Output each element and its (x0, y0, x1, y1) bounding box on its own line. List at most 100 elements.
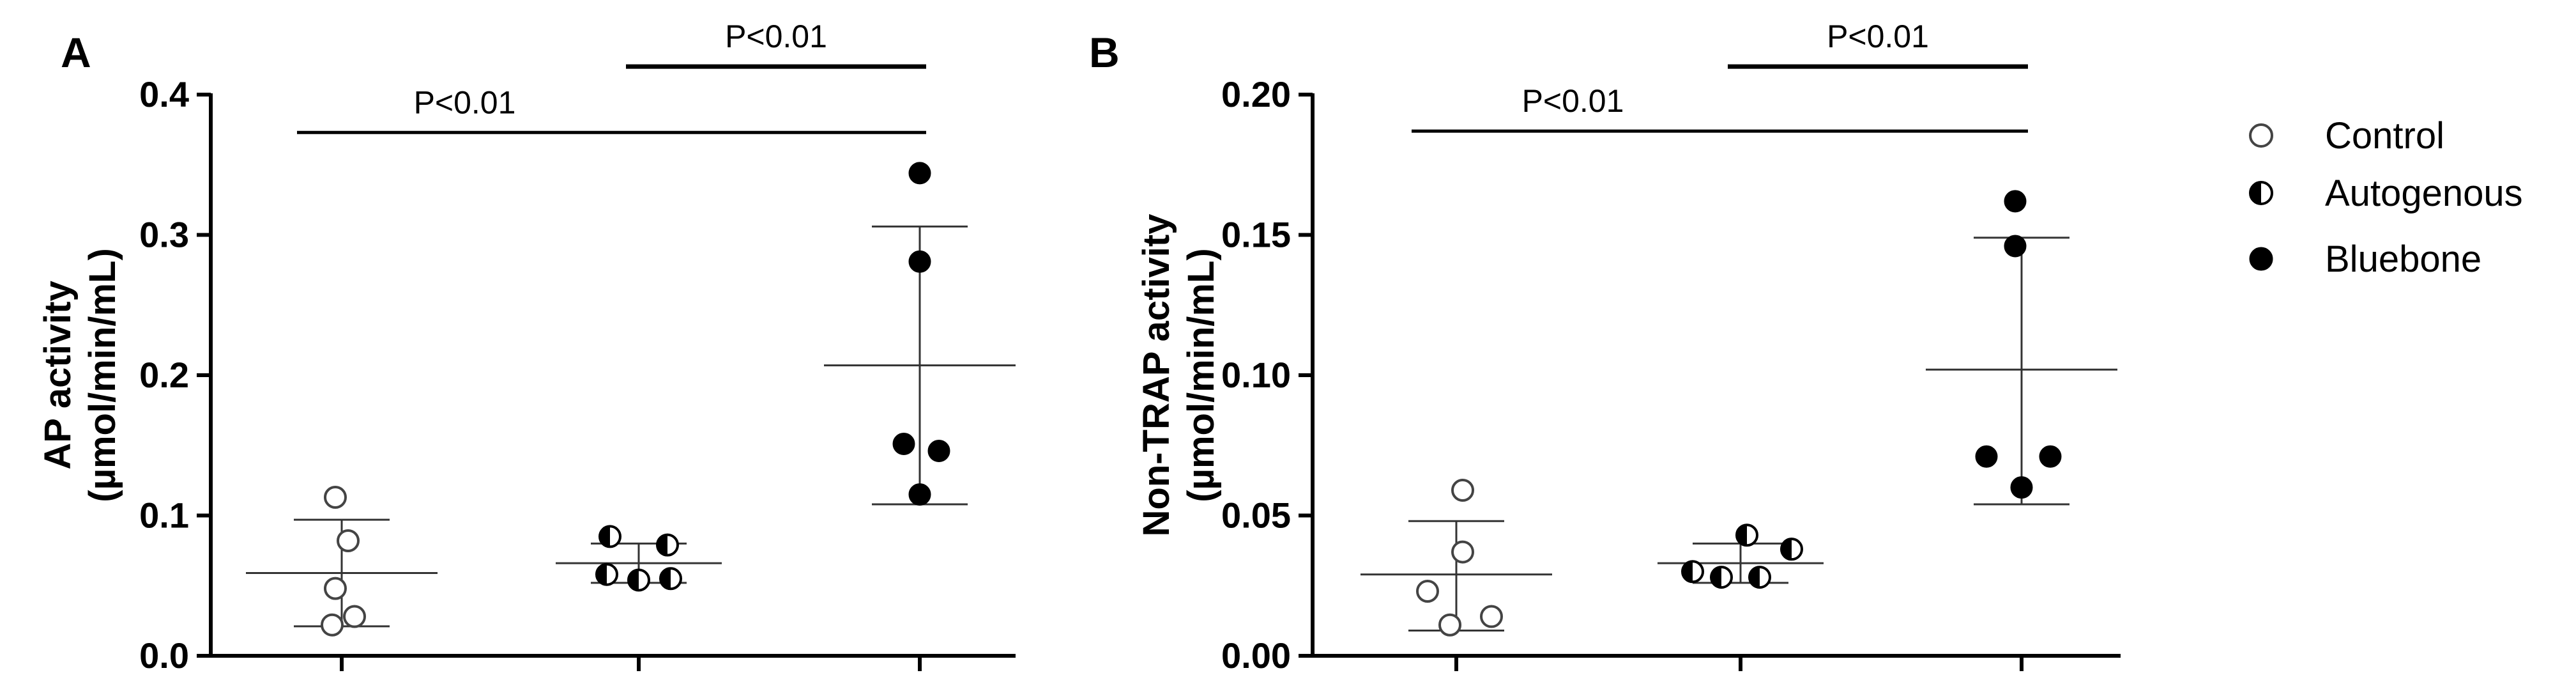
data-point (595, 562, 618, 586)
data-point (337, 529, 360, 553)
data-point (2039, 445, 2062, 468)
data-point (908, 250, 931, 273)
data-point-ring (324, 577, 347, 600)
data-point-ring (321, 613, 344, 637)
data-point (321, 613, 344, 637)
y-tick-label: 0.4 (139, 74, 189, 114)
group-control (246, 485, 438, 637)
panel-b: B 0.00 0.05 0.10 0.15 0.20 Non-TRAP activity (µ… (1089, 19, 2121, 676)
data-point-ring (1416, 580, 1439, 603)
data-point-dot (892, 433, 915, 456)
data-point (908, 162, 931, 185)
data-point (656, 533, 679, 557)
data-point-ring (324, 485, 347, 509)
legend-label: Autogenous (2325, 173, 2523, 214)
data-point-ring (1451, 478, 1474, 502)
data-point (892, 433, 915, 456)
data-point (2004, 235, 2027, 258)
data-point-half (600, 526, 610, 547)
data-point (324, 485, 347, 509)
y-tick-label: 0.0 (139, 635, 189, 676)
y-tick-label: 0.1 (139, 495, 189, 536)
data-point-half (657, 534, 667, 555)
legend-marker (2249, 123, 2273, 148)
data-point-dot (2010, 476, 2033, 499)
data-point (1451, 540, 1474, 564)
data-point-dot (908, 162, 931, 185)
legend: Control Autogenous Bluebone (2249, 115, 2523, 280)
data-point (1681, 560, 1704, 584)
data-point-dot (927, 440, 950, 463)
data-point (1780, 538, 1803, 561)
data-point (324, 577, 347, 600)
data-point (627, 568, 650, 592)
legend-marker (2249, 181, 2273, 205)
y-tick-label: 0.15 (1221, 215, 1291, 255)
data-point (1451, 478, 1474, 502)
y-tick-label: 0.20 (1221, 74, 1291, 114)
data-point-half (1749, 567, 1760, 588)
data-point-ring (1480, 605, 1503, 628)
y-tick-label: 0.10 (1221, 355, 1291, 395)
p-value-label: P<0.01 (414, 84, 516, 120)
p-value-label: P<0.01 (1827, 19, 1929, 54)
data-point-half (1711, 567, 1721, 588)
panel-a: A 0.0 0.1 0.2 0.3 0.4 AP activity (µmol/min/mL)… (37, 19, 1016, 676)
legend-label: Bluebone (2325, 238, 2481, 280)
data-point-dot (908, 483, 931, 506)
data-point-ring (1438, 613, 1461, 637)
data-point (1975, 445, 1998, 468)
data-point (598, 525, 621, 548)
group-bluebone (1926, 190, 2117, 506)
data-point (2010, 476, 2033, 499)
data-point-half (660, 568, 671, 589)
data-point-half (1682, 561, 1693, 582)
data-point-half (1781, 539, 1792, 560)
legend-marker-dot (2249, 247, 2273, 271)
legend-item-bluebone: Bluebone (2249, 238, 2481, 280)
data-point (2004, 190, 2027, 213)
group-control (1360, 478, 1552, 637)
y-tick-label: 0.3 (139, 215, 189, 255)
y-axis-label: Non-TRAP activity (1136, 214, 1177, 537)
y-tick-label: 0.05 (1221, 495, 1291, 536)
data-point-ring (343, 605, 366, 628)
y-axis-label: AP activity (37, 281, 79, 470)
data-point-half (629, 570, 639, 591)
data-point (1748, 566, 1771, 589)
data-point (659, 567, 682, 591)
data-point-dot (1975, 445, 1998, 468)
y-axis-unit-label: (µmol/min/mL) (1180, 248, 1222, 502)
data-point (908, 483, 931, 506)
data-point (1480, 605, 1503, 628)
data-point-dot (2039, 445, 2062, 468)
y-tick-label: 0.00 (1221, 635, 1291, 676)
data-point-dot (2004, 235, 2027, 258)
data-point (343, 605, 366, 628)
group-autogenous (1658, 523, 1824, 589)
p-value-label: P<0.01 (725, 19, 827, 54)
data-point (1416, 580, 1439, 603)
legend-marker (2249, 247, 2273, 271)
y-axis-unit-label: (µmol/min/mL) (82, 248, 123, 502)
data-point-half (597, 564, 607, 585)
group-autogenous (556, 525, 722, 592)
panel-letter: A (61, 29, 91, 76)
y-tick-label: 0.2 (139, 355, 189, 395)
legend-item-control: Control (2249, 115, 2444, 157)
legend-marker-ring (2249, 123, 2273, 148)
data-point-ring (1451, 540, 1474, 564)
group-bluebone (824, 162, 1016, 506)
data-point (1710, 566, 1733, 589)
data-point-half (1737, 525, 1747, 546)
p-value-label: P<0.01 (1522, 83, 1624, 119)
legend-item-autogenous: Autogenous (2249, 173, 2523, 214)
data-point (1735, 523, 1758, 547)
data-point (927, 440, 950, 463)
data-point-ring (337, 529, 360, 553)
legend-marker-half (2250, 182, 2261, 204)
data-point (1438, 613, 1461, 637)
panel-letter: B (1089, 29, 1120, 76)
